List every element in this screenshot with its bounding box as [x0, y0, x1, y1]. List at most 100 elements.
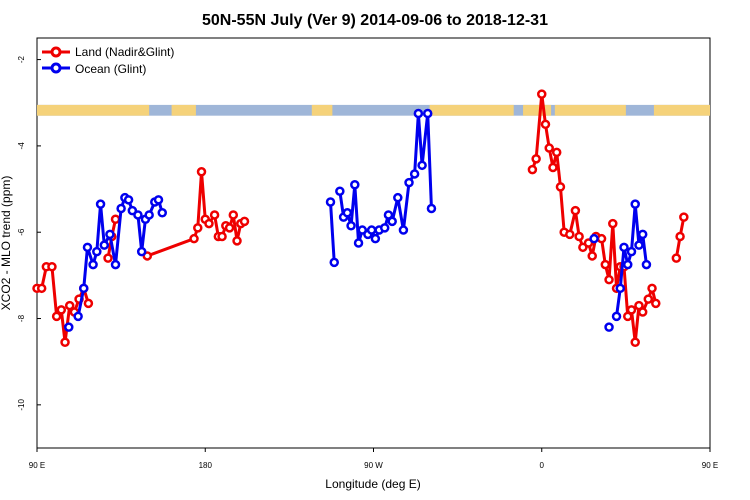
data-point: [551, 147, 562, 158]
data-point: [133, 210, 143, 220]
data-point: [353, 238, 364, 248]
data-point: [383, 210, 394, 220]
data-point: [619, 242, 629, 253]
data-point: [224, 223, 235, 233]
data-point: [651, 298, 661, 309]
data-point: [675, 231, 685, 242]
data-point: [64, 322, 74, 332]
data-point: [366, 225, 377, 235]
land-segment-5: [554, 104, 626, 116]
data-point: [398, 225, 409, 235]
data-point: [422, 108, 433, 119]
land-segment-2: [311, 104, 333, 116]
data-point: [548, 162, 558, 173]
data-point: [350, 179, 360, 190]
data-point: [643, 294, 654, 304]
x-tick-label: 0: [540, 461, 545, 470]
data-point: [116, 203, 126, 214]
data-point: [413, 108, 424, 119]
data-point: [544, 143, 554, 153]
data-point: [604, 322, 614, 332]
data-point: [105, 229, 115, 240]
data-point: [626, 305, 637, 315]
data-point: [153, 195, 164, 205]
data-point: [634, 240, 644, 250]
data-point: [587, 251, 597, 261]
data-point: [630, 337, 640, 348]
data-point: [565, 229, 575, 240]
data-point: [596, 233, 607, 244]
data-point: [531, 154, 541, 164]
x-axis: 90 E 180 90 W 0 90 E: [29, 448, 718, 470]
data-point: [110, 214, 121, 225]
data-point: [626, 246, 637, 257]
data-point: [123, 195, 134, 205]
data-point: [346, 220, 356, 231]
series-layer: [32, 89, 689, 348]
land-segment-6: [653, 104, 710, 116]
data-point: [239, 216, 250, 227]
data-point: [204, 218, 214, 229]
y-tick-label: -2: [17, 55, 26, 63]
data-point: [404, 177, 414, 188]
data-point: [92, 246, 102, 257]
data-point: [73, 311, 83, 322]
data-point: [671, 253, 682, 263]
data-point: [615, 283, 626, 294]
data-point: [426, 203, 437, 214]
land-segment-0: [37, 104, 150, 116]
legend: Land (Nadir&Glint) Ocean (Glint): [42, 45, 174, 76]
data-point: [64, 300, 75, 311]
data-point: [622, 259, 633, 270]
x-axis-label: Longitude (deg E): [325, 477, 420, 491]
data-point: [540, 119, 551, 130]
data-point: [78, 283, 89, 294]
data-point: [36, 283, 47, 294]
series-line: [329, 201, 336, 263]
data-point: [144, 210, 154, 220]
data-point: [189, 233, 199, 244]
data-point: [82, 242, 93, 253]
data-point: [325, 197, 336, 207]
x-tick-label: 90 W: [364, 461, 383, 470]
data-point: [329, 257, 339, 268]
data-point: [641, 259, 652, 270]
data-point: [409, 169, 420, 179]
data-point: [232, 236, 242, 246]
data-point: [47, 261, 57, 272]
data-point: [393, 192, 403, 203]
data-point: [679, 212, 689, 222]
data-point: [196, 167, 207, 177]
data-point: [634, 300, 644, 311]
x-tick-label: 90 E: [702, 461, 718, 470]
legend-label-ocean: Ocean (Glint): [75, 62, 146, 76]
data-point: [604, 274, 614, 285]
data-point: [417, 160, 427, 171]
legend-marker-ocean: [50, 62, 62, 74]
data-point: [379, 223, 390, 233]
data-point: [83, 298, 94, 309]
data-point: [60, 337, 70, 348]
x-tick-label: 180: [199, 461, 213, 470]
land-segment-1: [171, 104, 196, 116]
series-land: [32, 89, 689, 348]
data-point: [342, 208, 353, 218]
series-ocean: [64, 108, 652, 332]
data-point: [228, 210, 239, 220]
legend-label-land: Land (Nadir&Glint): [75, 45, 174, 59]
data-point: [99, 240, 110, 250]
data-point: [56, 305, 67, 315]
data-point: [157, 208, 168, 218]
data-point: [630, 199, 640, 209]
data-point: [370, 233, 381, 244]
land-segment-3: [429, 104, 514, 116]
data-point: [555, 182, 566, 192]
y-axis: -10 -8 -6 -4 -2: [17, 55, 41, 411]
data-point: [574, 231, 584, 242]
y-axis-label: XCO2 - MLO trend (ppm): [0, 176, 13, 311]
series-line: [615, 202, 648, 317]
data-point: [88, 259, 98, 270]
data-point: [387, 216, 397, 227]
data-point: [51, 311, 62, 322]
